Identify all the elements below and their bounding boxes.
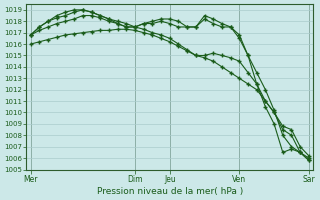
X-axis label: Pression niveau de la mer( hPa ): Pression niveau de la mer( hPa ) (97, 187, 243, 196)
